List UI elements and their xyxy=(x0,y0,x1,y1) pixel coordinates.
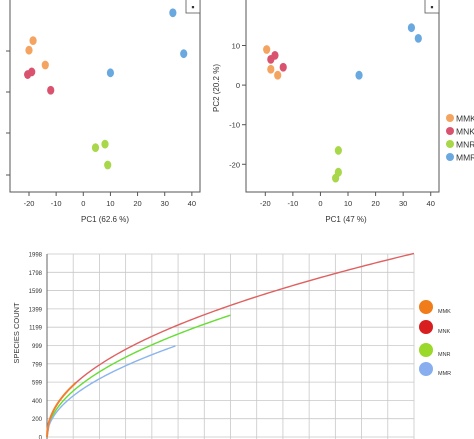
pca-right-y-tick-label: -20 xyxy=(229,160,240,169)
pca-right-legend-swatch-mmk xyxy=(446,114,454,122)
pca-left-x-tick-label: -20 xyxy=(24,199,35,208)
pca-left-x-ticks: -20 -10 0 10 20 30 40 xyxy=(24,192,196,208)
pca-left-legend-box xyxy=(185,0,201,14)
rarefaction-y-axis-label: SPECIES COUNT xyxy=(12,302,21,364)
pca-right-y-tick-label: 0 xyxy=(236,81,240,90)
pca-left-legend-marker: ▪ xyxy=(191,2,194,12)
pca-right-legend-label-mnr: MNR xyxy=(456,140,474,150)
pca-right-point-mmk xyxy=(274,70,282,80)
rarefaction-legend-swatch-mmr xyxy=(419,362,433,376)
pca-right-x-tick-label: -10 xyxy=(287,199,298,208)
pca-right-point-mnr xyxy=(332,173,340,183)
rarefaction-legend-swatch-mmk xyxy=(419,300,433,314)
rarefaction-y-tick-label: 799 xyxy=(32,362,43,368)
rarefaction-curve-mmk xyxy=(46,382,77,438)
pca-right-point-mnk xyxy=(279,62,287,72)
pca-right-x-tick-label: 10 xyxy=(344,199,352,208)
rarefaction-y-tick-label: 1399 xyxy=(29,307,43,313)
pca-right-point-mmr xyxy=(407,23,416,33)
rarefaction-y-tick-label: 400 xyxy=(32,399,43,405)
pca-left-point-mmk xyxy=(41,60,49,70)
rarefaction-legend-label-mmk: MMK xyxy=(438,309,451,315)
pca-right-x-axis-label: PC1 (47 %) xyxy=(325,215,367,224)
pca-left-points xyxy=(24,8,188,170)
pca-left-point-mmr xyxy=(169,8,177,18)
pca-left-point-mmk xyxy=(25,45,33,55)
pca-right-point-mmr xyxy=(355,70,363,80)
rarefaction-legend-label-mmr: MMR xyxy=(438,371,451,377)
pca-right-point-mmk xyxy=(267,64,275,74)
rarefaction-curve-mmr xyxy=(46,345,176,438)
rarefaction-y-tick-label: 200 xyxy=(32,417,43,423)
pca-right-legend-marker: ▪ xyxy=(430,2,433,12)
pca-left-plot-frame xyxy=(9,0,201,193)
rarefaction-legend-swatch-mnk xyxy=(419,320,433,334)
rarefaction-curves xyxy=(46,252,415,438)
pca-right-legend-swatch-mnr xyxy=(446,140,454,148)
rarefaction-legend-swatch-mnr xyxy=(419,343,433,357)
pca-right-x-tick-label: 30 xyxy=(399,199,407,208)
pca-right-legend: MMK MNK MNR MMR xyxy=(446,114,474,163)
pca-right-legend-label-mmr: MMR xyxy=(456,153,474,163)
pca-right-chart: ▪ 10 0 -10 -20 -20 -10 0 10 20 30 40 PC1 (47 %) P… xyxy=(212,0,474,224)
pca-right-legend-swatch-mmr xyxy=(446,153,454,161)
pca-right-y-axis-label: PC2 (20.2 %) xyxy=(212,64,221,112)
pca-left-point-mnk xyxy=(24,70,32,79)
rarefaction-legend-label-mnk: MNK xyxy=(438,329,451,335)
rarefaction-y-tick-label: 1599 xyxy=(29,289,43,295)
pca-right-legend-label-mmk: MMK xyxy=(456,114,474,124)
rarefaction-y-tick-label: 1199 xyxy=(29,326,43,332)
rarefaction-curve-mnr xyxy=(46,314,231,438)
pca-left-x-tick-label: 10 xyxy=(106,199,114,208)
rarefaction-chart: 0 200 400 599 799 999 1199 1399 1599 1798 1998 SPE… xyxy=(12,253,451,439)
pca-left-point-mnr xyxy=(104,160,112,170)
pca-left-point-mnr xyxy=(91,143,100,153)
rarefaction-legend: MMK MNK MNR MMR xyxy=(419,300,451,377)
pca-left-point-mnr xyxy=(101,139,109,149)
rarefaction-y-tick-label: 1998 xyxy=(29,253,43,259)
pca-right-x-tick-label: 20 xyxy=(371,199,379,208)
pca-right-x-ticks: -20 -10 0 10 20 30 40 xyxy=(260,192,435,208)
rarefaction-y-tick-label: 599 xyxy=(32,381,43,387)
pca-left-y-ticks xyxy=(6,50,10,176)
pca-right-plot-frame xyxy=(245,0,440,193)
pca-left-x-tick-label: 0 xyxy=(81,199,85,208)
rarefaction-legend-label-mnr: MNR xyxy=(438,352,451,358)
pca-right-point-mmk xyxy=(263,45,271,54)
pca-left-point-mmk xyxy=(29,36,37,46)
pca-left-x-tick-label: 20 xyxy=(133,199,141,208)
pca-right-point-mmr xyxy=(414,33,422,43)
pca-right-legend-swatch-mnk xyxy=(446,127,454,135)
pca-left-x-tick-label: 30 xyxy=(161,199,169,208)
pca-right-y-tick-label: 10 xyxy=(232,42,240,51)
pca-right-x-tick-label: -20 xyxy=(260,199,271,208)
pca-right-point-mnr xyxy=(334,146,342,155)
pca-left-chart: ▪ -20 -10 0 10 20 30 40 PC1 (62.6 %) xyxy=(6,0,201,224)
pca-right-legend-label-mnk: MNK xyxy=(456,127,474,137)
rarefaction-curve-mnk xyxy=(46,252,415,438)
pca-left-x-tick-label: -10 xyxy=(51,199,62,208)
rarefaction-y-tick-label: 0 xyxy=(39,436,43,439)
pca-left-point-mnk xyxy=(47,85,55,95)
pca-right-legend-box xyxy=(424,0,440,14)
pca-right-point-mnk xyxy=(271,51,279,60)
rarefaction-grid xyxy=(47,253,415,439)
rarefaction-y-tick-label: 1798 xyxy=(29,271,43,277)
pca-right-x-tick-label: 0 xyxy=(318,199,322,208)
rarefaction-y-tick-label: 999 xyxy=(32,344,43,350)
rarefaction-y-ticks: 0 200 400 599 799 999 1199 1399 1599 1798 1998 xyxy=(29,253,43,439)
pca-left-x-axis-label: PC1 (62.6 %) xyxy=(81,215,129,224)
pca-right-y-tick-label: -10 xyxy=(229,121,240,130)
pca-left-point-mmr xyxy=(106,68,115,78)
pca-left-point-mmr xyxy=(180,49,188,59)
pca-right-x-tick-label: 40 xyxy=(427,199,435,208)
pca-right-points xyxy=(263,23,422,183)
pca-left-x-tick-label: 40 xyxy=(188,199,196,208)
pca-right-y-ticks: 10 0 -10 -20 xyxy=(229,42,246,169)
